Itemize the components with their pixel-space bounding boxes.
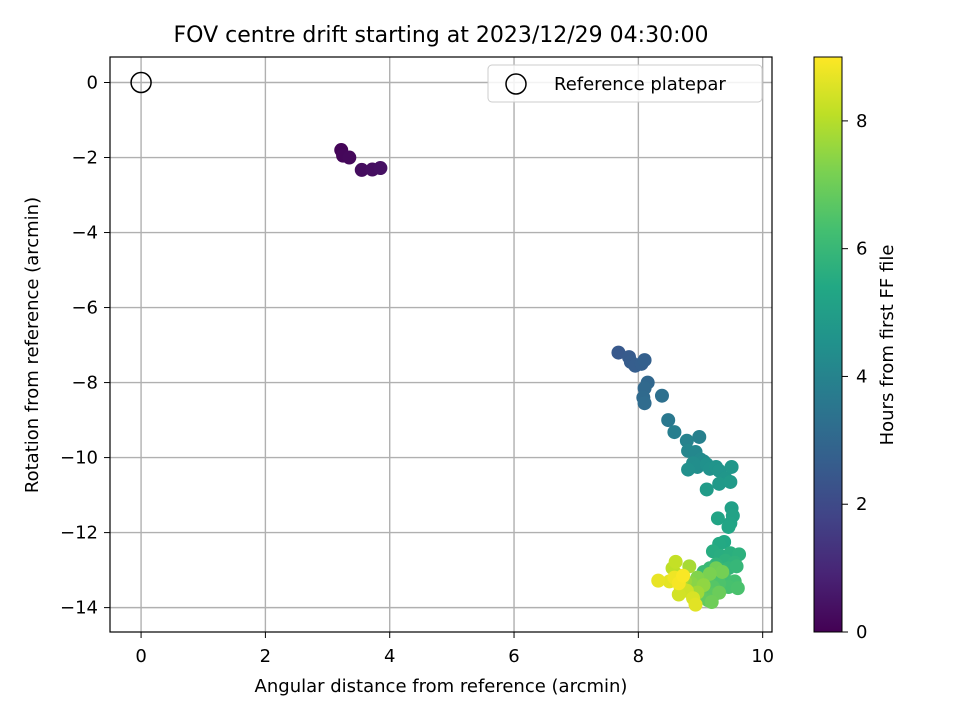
data-point [729,559,744,574]
data-point [712,476,727,491]
data-point [730,581,745,596]
y-tick-label: 0 [87,73,98,94]
data-point [676,568,691,583]
legend: Reference platepar [487,64,763,103]
y-tick-label: −12 [60,523,98,544]
legend-marker-circle [505,73,527,95]
colorbar-tick-label: 6 [856,239,867,260]
legend-box [487,64,763,103]
data-point [712,585,727,600]
data-point [721,519,736,534]
x-tick-label: 6 [508,646,519,667]
x-tick-label: 0 [135,646,146,667]
y-axis-ticks: 0 −2 −4 −6 −8 −10 −12 −14 [60,73,110,619]
data-point [373,161,388,176]
colorbar-tick-label: 2 [856,494,867,515]
data-point [671,587,686,602]
colorbar [813,56,843,633]
data-point [654,388,669,403]
data-point [688,597,703,612]
y-tick-label: −8 [71,373,98,394]
data-point [723,474,738,489]
y-tick-label: −4 [71,223,98,244]
data-point [710,511,725,526]
data-point [637,353,652,368]
data-point [668,554,683,569]
y-tick-label: −14 [60,598,98,619]
x-tick-label: 2 [260,646,271,667]
grid-lines [110,57,772,632]
y-axis-label: Rotation from reference (arcmin) [22,197,43,493]
colorbar-label: Hours from first FF file [877,245,898,446]
data-point [715,564,730,579]
chart-title: FOV centre drift starting at 2023/12/29 … [174,23,709,48]
x-tick-label: 10 [751,646,774,667]
data-point [667,425,682,440]
data-points [334,143,747,612]
data-point [354,162,369,177]
data-point [704,594,719,609]
reference-point-circle [130,71,152,94]
data-point [661,413,676,428]
reference-marker [130,71,152,94]
data-point [681,462,696,477]
plot-frame [109,56,773,633]
data-point [679,433,694,448]
data-point [342,150,357,165]
data-point [651,573,666,588]
y-tick-label: −2 [71,148,98,169]
colorbar-ticks: 0 2 4 6 8 [842,111,867,643]
x-tick-label: 4 [384,646,395,667]
legend-label: Reference platepar [554,74,726,95]
colorbar-tick-label: 4 [856,366,867,387]
data-point [702,566,717,581]
colorbar-tick-label: 8 [856,111,867,132]
x-axis-ticks: 0 2 4 6 8 10 [135,632,774,667]
x-axis-label: Angular distance from reference (arcmin) [255,676,628,697]
colorbar-tick-label: 0 [856,622,867,643]
y-tick-label: −6 [71,298,98,319]
x-tick-label: 8 [633,646,644,667]
data-point [724,459,739,474]
data-point [699,482,714,497]
data-point [692,429,707,444]
data-point [611,345,626,360]
y-tick-label: −10 [60,448,98,469]
data-point [637,396,652,411]
